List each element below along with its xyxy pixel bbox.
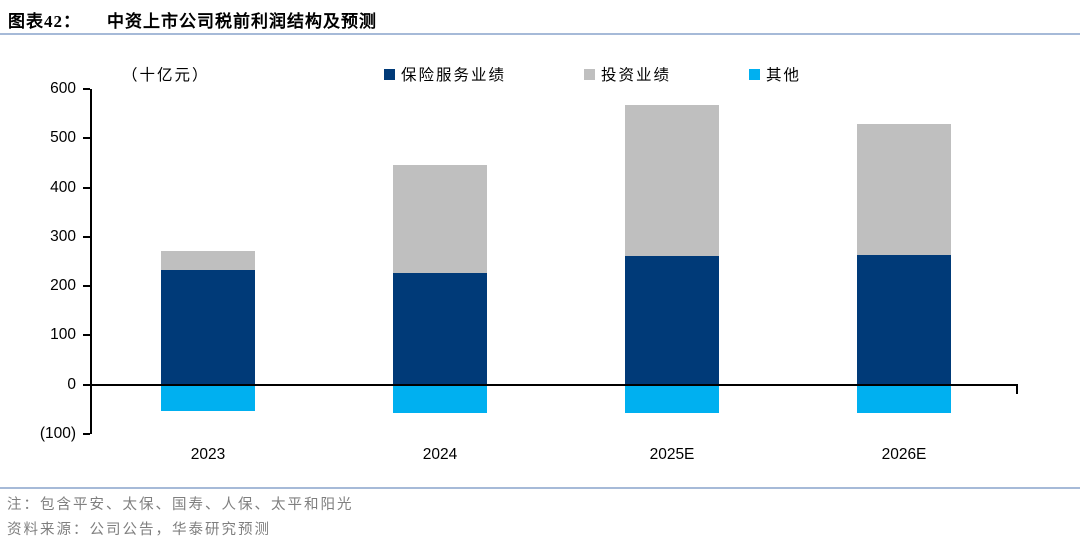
plot-area: (100) 0 100 200 300 400 500 600 2023 2024 2025E 202… bbox=[40, 80, 1020, 463]
unit-label: （十亿元） bbox=[122, 67, 210, 84]
bar-segment bbox=[625, 384, 719, 413]
y-axis-tick bbox=[83, 285, 90, 288]
x-axis-label: 2026E bbox=[881, 446, 927, 463]
x-axis-label: 2025E bbox=[649, 446, 695, 463]
y-axis-tick bbox=[83, 383, 90, 386]
legend-item: 投资业绩 bbox=[584, 63, 671, 85]
bar-segment bbox=[625, 105, 719, 257]
x-axis-label: 2024 bbox=[422, 446, 458, 463]
legend-item: 其他 bbox=[749, 63, 801, 85]
y-axis-tick bbox=[83, 88, 90, 90]
legend-marker-icon bbox=[749, 68, 761, 80]
y-axis-tick bbox=[83, 186, 90, 189]
y-axis-tick bbox=[83, 137, 90, 140]
y-axis-tick-label: 600 bbox=[50, 80, 76, 97]
bar-segment bbox=[857, 384, 951, 413]
title-underline bbox=[0, 33, 1080, 35]
zero-line bbox=[92, 383, 1018, 386]
legend-item: 保险服务业绩 bbox=[384, 63, 506, 85]
y-axis-tick bbox=[83, 433, 90, 435]
y-axis-tick-label: (100) bbox=[39, 425, 76, 442]
bar-segment bbox=[161, 384, 255, 411]
legend-item-label: 其他 bbox=[766, 67, 802, 84]
y-axis-tick bbox=[83, 334, 90, 337]
legend-marker-icon bbox=[384, 68, 395, 80]
bar-segment bbox=[393, 272, 487, 385]
y-axis-tick bbox=[83, 235, 90, 238]
bar-segment bbox=[161, 269, 255, 385]
source-text: 资料来源：公司公告，华泰研究预测 bbox=[7, 522, 271, 538]
y-axis-tick-label: 0 bbox=[67, 375, 76, 393]
y-axis-tick-label: 200 bbox=[50, 277, 76, 295]
figure-label: 图表42： bbox=[8, 12, 81, 31]
x-axis-label: 2023 bbox=[190, 446, 226, 463]
bar-segment bbox=[625, 256, 719, 385]
footer-rule bbox=[0, 487, 1080, 489]
y-axis-tick-label: 100 bbox=[50, 326, 76, 344]
legend-marker-icon bbox=[584, 68, 596, 80]
y-axis-tick-label: 300 bbox=[50, 227, 76, 245]
legend: 保险服务业绩 投资业绩 其他 bbox=[384, 63, 801, 85]
legend-item-label: 保险服务业绩 bbox=[401, 67, 507, 84]
bar-segment bbox=[393, 384, 487, 413]
figure-title-row: 图表42： 中资上市公司税前利润结构及预测 bbox=[8, 7, 377, 32]
legend-item-label: 投资业绩 bbox=[601, 67, 672, 84]
y-axis-tick-label: 500 bbox=[50, 129, 76, 147]
bar-segment bbox=[857, 123, 951, 256]
note-text: 注：包含平安、太保、国寿、人保、太平和阳光 bbox=[7, 497, 354, 513]
figure-title: 中资上市公司税前利润结构及预测 bbox=[107, 12, 377, 31]
y-axis-tick-label: 400 bbox=[50, 178, 76, 196]
bar-segment bbox=[857, 255, 951, 385]
bar-segment bbox=[393, 165, 487, 273]
axis-end-tick bbox=[1016, 385, 1018, 394]
bar-segment bbox=[161, 251, 255, 270]
